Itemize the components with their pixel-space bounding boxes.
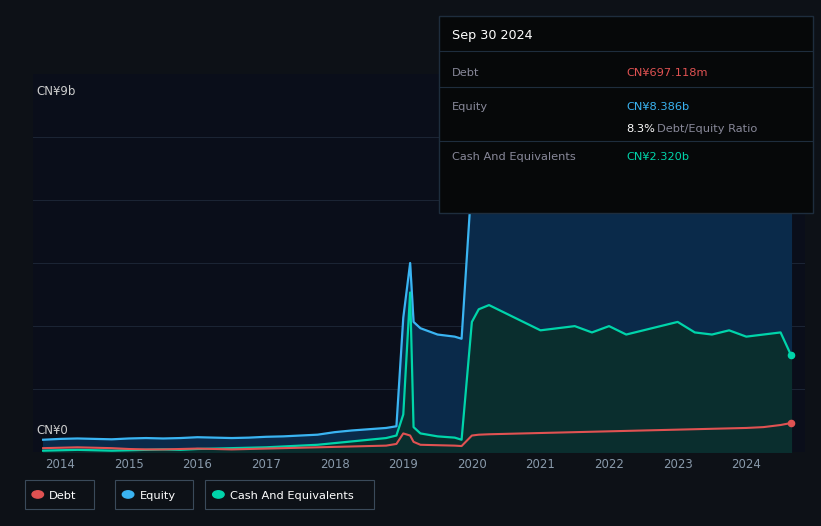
Point xyxy=(784,95,797,104)
Text: Cash And Equivalents: Cash And Equivalents xyxy=(452,153,576,163)
Text: Sep 30 2024: Sep 30 2024 xyxy=(452,29,533,43)
Text: CN¥0: CN¥0 xyxy=(37,424,68,437)
Point xyxy=(784,419,797,427)
Point xyxy=(784,350,797,359)
Text: 8.3%: 8.3% xyxy=(626,124,655,134)
Text: Debt: Debt xyxy=(49,491,76,501)
Text: Equity: Equity xyxy=(140,491,176,501)
Text: CN¥8.386b: CN¥8.386b xyxy=(626,103,690,113)
Text: CN¥697.118m: CN¥697.118m xyxy=(626,68,708,78)
Text: Debt/Equity Ratio: Debt/Equity Ratio xyxy=(658,124,758,134)
Text: Cash And Equivalents: Cash And Equivalents xyxy=(230,491,354,501)
Text: CN¥2.320b: CN¥2.320b xyxy=(626,153,689,163)
Text: Equity: Equity xyxy=(452,103,488,113)
Text: CN¥9b: CN¥9b xyxy=(37,85,76,98)
Text: Debt: Debt xyxy=(452,68,479,78)
